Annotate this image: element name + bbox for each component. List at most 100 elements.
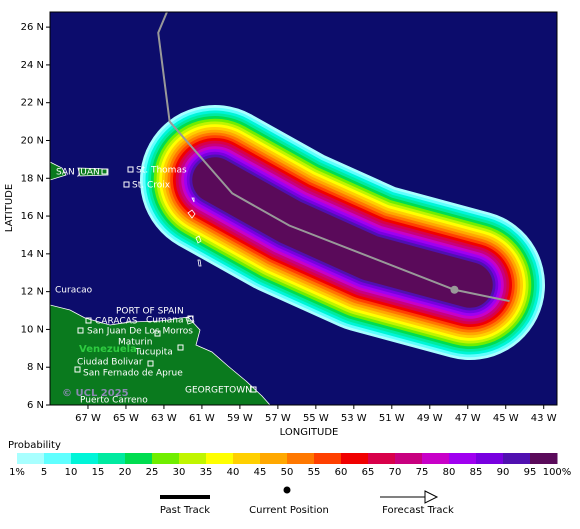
place-marker xyxy=(250,386,257,393)
place-marker xyxy=(147,360,154,367)
colorbar-segment xyxy=(341,453,369,464)
place-marker xyxy=(187,315,194,322)
x-tick-label: 65 W xyxy=(113,413,139,424)
place-label: SAN JUAN xyxy=(56,168,100,178)
colorbar-segment xyxy=(179,453,207,464)
plot-frame xyxy=(49,11,558,406)
place-marker xyxy=(177,344,184,351)
track-layer xyxy=(157,12,510,303)
colorbar-segment xyxy=(314,453,342,464)
land xyxy=(50,161,271,405)
colorbar-label: 5 xyxy=(41,467,47,478)
place-label: St. Thomas xyxy=(136,166,187,176)
place-marker xyxy=(123,181,130,188)
colorbar-label: 95 xyxy=(524,467,537,478)
x-tick-label: 51 W xyxy=(379,413,405,424)
y-tick-label: 16 N xyxy=(21,211,44,222)
place-marker xyxy=(101,168,108,175)
y-tick-label: 14 N xyxy=(21,249,44,260)
colorbar-label: 75 xyxy=(416,467,429,478)
colorbar-label: 15 xyxy=(92,467,105,478)
country-label: Venezuela xyxy=(79,344,137,355)
colorbar-segment xyxy=(152,453,180,464)
colorbar-segment xyxy=(233,453,261,464)
colorbar-label: 55 xyxy=(308,467,321,478)
colorbar: 1% 5 10 15 20 25 30 35 40 45 50 55 60 65 70 75 80 85 90 95 1… xyxy=(9,453,571,478)
islands xyxy=(185,197,202,325)
y-tick-label: 22 N xyxy=(21,98,44,109)
y-tick-label: 8 N xyxy=(27,362,44,373)
legend-label: Current Position xyxy=(249,505,329,516)
colorbar-label: 1% xyxy=(9,467,25,478)
colorbar-label: 30 xyxy=(173,467,186,478)
colorbar-label: 100% xyxy=(543,467,572,478)
colorbar-label: 35 xyxy=(200,467,213,478)
x-tick-label: 55 W xyxy=(303,413,329,424)
y-tick-label: 6 N xyxy=(27,400,44,411)
colorbar-label: 40 xyxy=(227,467,240,478)
x-tick-label: 67 W xyxy=(75,413,101,424)
y-tick-label: 12 N xyxy=(21,287,44,298)
y-axis-title: LATITUDE xyxy=(4,184,15,232)
legend-title: Probability xyxy=(8,440,61,451)
colorbar-segment xyxy=(368,453,396,464)
x-tick-label: 45 W xyxy=(493,413,519,424)
current-position xyxy=(450,285,459,294)
colorbar-segment xyxy=(71,453,99,464)
south-america xyxy=(50,304,271,405)
colorbar-segment xyxy=(260,453,288,464)
current-position-symbol xyxy=(283,486,291,494)
colorbar-label: 70 xyxy=(389,467,402,478)
colorbar-segment xyxy=(530,453,558,464)
colorbar-label: 25 xyxy=(146,467,159,478)
x-tick-label: 59 W xyxy=(227,413,253,424)
colorbar-segment xyxy=(449,453,477,464)
colorbar-label: 20 xyxy=(119,467,132,478)
colorbar-segment xyxy=(44,453,72,464)
place-label: Maturin xyxy=(118,338,152,348)
place-marker xyxy=(77,327,84,334)
legend-label: Forecast Track xyxy=(382,505,454,516)
colorbar-segment xyxy=(503,453,531,464)
place-label: San Juan De Los Morros xyxy=(87,327,193,337)
colorbar-segment xyxy=(125,453,153,464)
x-tick-label: 57 W xyxy=(265,413,291,424)
swath-band xyxy=(192,157,493,308)
colorbar-segment xyxy=(395,453,423,464)
colorbar-label: 90 xyxy=(497,467,510,478)
x-tick-label: 63 W xyxy=(151,413,177,424)
colorbar-segment xyxy=(422,453,450,464)
colorbar-label: 65 xyxy=(362,467,375,478)
place-label: Curacao xyxy=(55,286,93,296)
copyright: © UCL 2025 xyxy=(62,388,129,399)
place-label: PORT OF SPAIN xyxy=(116,307,184,317)
colorbar-label: 60 xyxy=(335,467,348,478)
x-tick-label: 47 W xyxy=(455,413,481,424)
x-tick-label: 49 W xyxy=(417,413,443,424)
colorbar-segment xyxy=(98,453,126,464)
y-tick-label: 20 N xyxy=(21,135,44,146)
place-labels: SAN JUAN St. Thomas St. Croix Curacao PO… xyxy=(55,166,257,406)
place-marker xyxy=(127,166,134,173)
y-tick-label: 18 N xyxy=(21,173,44,184)
place-label: GEORGETOWN xyxy=(185,386,252,396)
forecast-track-symbol xyxy=(380,490,439,504)
place-marker xyxy=(74,366,81,373)
x-tick-label: 61 W xyxy=(189,413,215,424)
hispaniola xyxy=(50,161,67,181)
colorbar-label: 80 xyxy=(443,467,456,478)
place-label: CARACAS xyxy=(95,317,138,327)
x-axis-title: LONGITUDE xyxy=(280,427,339,438)
place-label: St. Croix xyxy=(132,181,171,191)
y-tick-label: 26 N xyxy=(21,22,44,33)
place-marker xyxy=(85,317,92,324)
colorbar-segment xyxy=(476,453,504,464)
place-label: San Fernado de Aprue xyxy=(83,369,183,379)
probability-swath xyxy=(140,105,545,360)
colorbar-label: 50 xyxy=(281,467,294,478)
place-label: Tucupita xyxy=(134,348,173,358)
place-marker xyxy=(154,330,161,337)
x-tick-label: 43 W xyxy=(531,413,557,424)
